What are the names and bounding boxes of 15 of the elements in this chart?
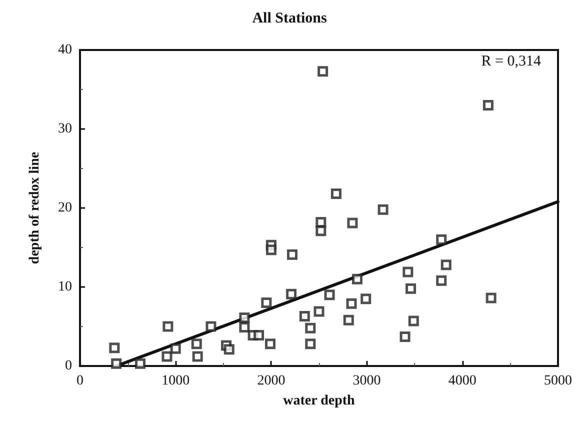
y-tick-label: 40 <box>58 42 72 58</box>
y-tick-label: 30 <box>58 122 72 136</box>
y-axis-title: depth of redox line <box>28 152 42 264</box>
x-tick-label: 5000 <box>544 374 572 388</box>
x-tick-label: 0 <box>76 374 84 388</box>
x-axis-title: water depth <box>283 394 356 408</box>
x-tick-label: 4000 <box>448 374 476 388</box>
x-tick-label: 3000 <box>352 374 381 388</box>
chart-title: All Stations <box>252 10 327 26</box>
y-tick-label: 20 <box>58 200 72 216</box>
x-tick-label: 2000 <box>257 374 286 388</box>
y-tick-label: 0 <box>65 358 72 374</box>
x-tick-label: 1000 <box>162 374 190 388</box>
y-tick-label: 10 <box>58 280 72 294</box>
annotation: R = 0,314 <box>481 54 542 70</box>
